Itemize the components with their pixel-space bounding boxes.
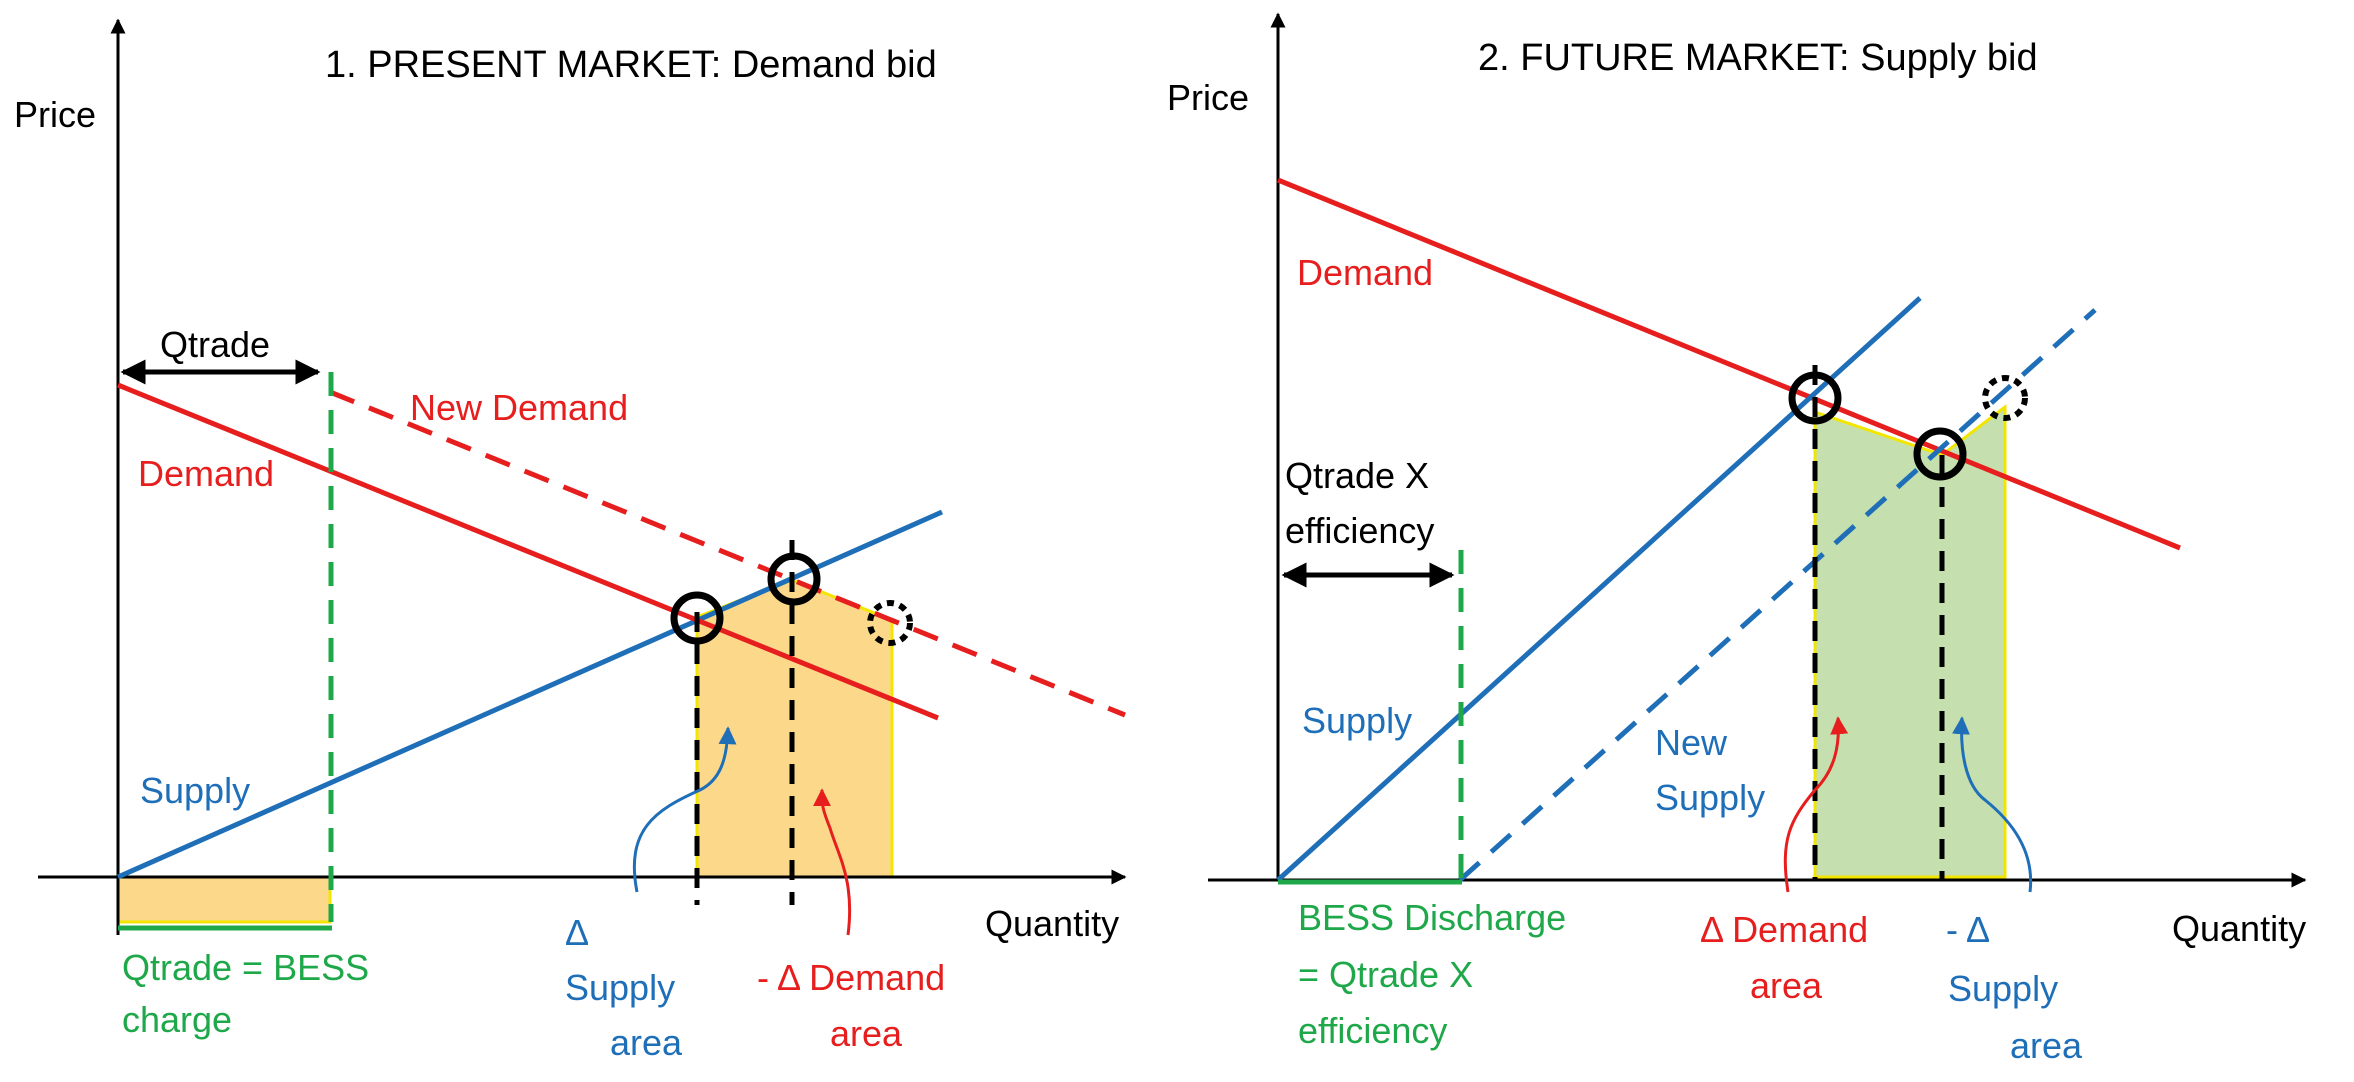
bess-charge-label-line1: Qtrade = BESS — [122, 947, 369, 988]
left-title: 1. PRESENT MARKET: Demand bid — [325, 44, 937, 86]
left-demand-label: Demand — [138, 453, 274, 494]
equilibrium-circle-new — [767, 552, 821, 606]
qtrade-eff-label-line2: efficiency — [1285, 510, 1434, 551]
right-demand-line — [1277, 177, 2181, 551]
right-demand-label: Demand — [1297, 252, 1433, 293]
bess-charge-label-line2: charge — [122, 999, 232, 1040]
neg-delta-demand-pointer-arrow — [813, 788, 852, 936]
delta-supply-label-line3: area — [610, 1022, 683, 1063]
neg-delta-demand-label-line2: area — [830, 1013, 903, 1054]
bess-discharge-label-line3: efficiency — [1298, 1010, 1447, 1051]
neg-delta-supply-label-line3: area — [2010, 1025, 2083, 1066]
right-equilibrium-circle-original — [1788, 371, 1842, 425]
delta-demand-label-line1: Δ Demand — [1700, 909, 1868, 950]
right-dotted-circle-marker — [1982, 375, 2028, 421]
bess-charge-area — [116, 875, 332, 924]
left-y-axis-label: Price — [14, 94, 96, 135]
right-equilibrium-circle-new — [1913, 427, 1967, 481]
new-supply-label-line2: Supply — [1655, 777, 1765, 818]
right-x-axis-label: Quantity — [2172, 908, 2306, 949]
bess-discharge-label-line1: BESS Discharge — [1298, 897, 1566, 938]
left-supply-line — [116, 509, 944, 880]
neg-delta-supply-label-line2: Supply — [1948, 968, 2058, 1009]
qtrade-eff-label-line1: Qtrade X — [1285, 455, 1429, 496]
right-new-supply-line — [1458, 308, 2097, 882]
delta-demand-pointer-arrow — [1783, 716, 1849, 893]
qtrade-label: Qtrade — [160, 324, 270, 365]
right-supply-label: Supply — [1302, 700, 1412, 741]
delta-supply-pointer-arrow — [632, 726, 737, 893]
neg-delta-supply-pointer-arrow — [1952, 716, 2033, 893]
bess-discharge-label-line2: = Qtrade X — [1298, 954, 1473, 995]
right-panel: 2. FUTURE MARKET: Supply bid Price Quant… — [1167, 12, 2307, 1066]
new-supply-label-line1: New — [1655, 722, 1728, 763]
delta-supply-label-line2: Supply — [565, 967, 675, 1008]
right-y-axis-label: Price — [1167, 77, 1249, 118]
dotted-circle-marker — [867, 600, 913, 646]
left-panel: 1. PRESENT MARKET: Demand bid Price Quan… — [14, 18, 1127, 1063]
new-demand-label: New Demand — [410, 387, 628, 428]
right-title: 2. FUTURE MARKET: Supply bid — [1478, 37, 2038, 79]
left-new-demand-line — [329, 389, 1126, 718]
neg-delta-supply-label-line1: - Δ — [1946, 909, 1990, 950]
right-supply-line — [1276, 296, 1922, 882]
equilibrium-circle-original — [670, 591, 724, 645]
left-supply-label: Supply — [140, 770, 250, 811]
neg-delta-demand-label-line1: - Δ Demand — [757, 957, 945, 998]
delta-supply-label-line1: Δ — [565, 912, 589, 953]
left-demand-line — [117, 382, 939, 721]
left-x-axis-label: Quantity — [985, 903, 1119, 944]
delta-demand-label-line2: area — [1750, 965, 1823, 1006]
